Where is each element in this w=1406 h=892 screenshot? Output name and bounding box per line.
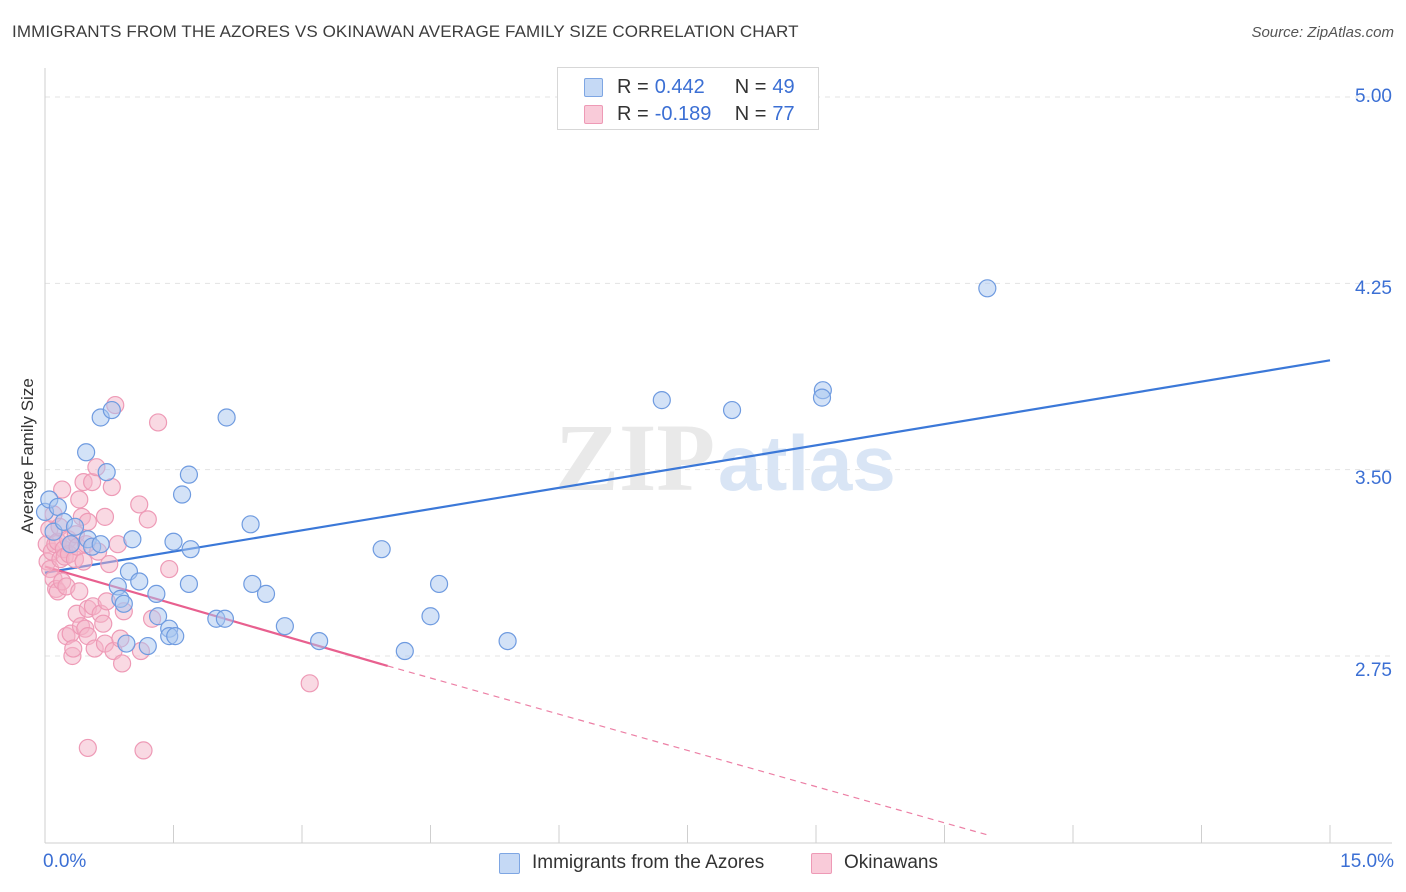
r-value: 0.442 [654,75,705,98]
okinawans-point [148,413,168,432]
y-tick-label: 2.75 [1355,660,1392,681]
azores-point [217,408,236,427]
legend-item-azores: Immigrants from the Azores [499,852,764,874]
n-value: 49 [772,75,795,98]
azores-point [166,627,185,646]
azores-point [395,641,414,661]
azores-point [421,607,440,626]
watermark-zip: ZIP [555,404,715,511]
azores-point [372,540,391,559]
n-label: N = [734,75,767,98]
y-axis-label: Average Family Size [18,378,37,534]
x-tick-label-max: 15.0% [1340,851,1394,872]
okinawans-point [160,559,179,579]
azores-point [310,631,329,651]
okinawans-point [300,674,319,693]
azores-point [722,400,742,420]
chart-title: IMMIGRANTS FROM THE AZORES VS OKINAWAN A… [12,22,799,41]
azores-point [275,617,294,636]
azores-point [181,540,200,559]
okinawans-point [70,490,89,509]
azores-point [241,515,260,534]
azores-swatch [499,852,520,874]
azores-point [429,574,449,594]
watermark: ZIP atlas [555,404,896,511]
legend-item-okinawans: Okinawans [811,852,938,874]
azores-point [164,532,183,551]
okinawans-point [74,552,93,571]
legend-label: Immigrants from the Azores [532,852,765,873]
azores-swatch [584,77,603,97]
y-tick-label: 4.25 [1355,278,1392,299]
okinawans-point [112,654,132,673]
azores-point [243,574,262,594]
azores-point [114,594,133,613]
azores-point [123,530,142,549]
azores-point [148,607,168,626]
legend-row-azores: R = 0.442 N = 49 [584,75,795,99]
n-value: 77 [772,102,795,125]
okinawans-point [138,510,157,529]
watermark-atlas: atlas [718,419,896,507]
okinawans-point [95,507,115,526]
okinawans-point [134,741,153,760]
okinawans-point [94,614,113,633]
okinawans-point [83,472,102,492]
azores-point [61,535,80,554]
azores-point [138,636,157,656]
azores-trend-line [44,359,1331,574]
azores-point [256,584,276,603]
series-legend: Immigrants from the Azores Okinawans [0,851,1406,879]
azores-point [179,574,199,594]
azores-point [179,465,199,484]
azores-point [172,485,192,504]
azores-point [102,400,121,420]
azores-point [652,391,671,410]
okinawans-point [100,554,119,574]
azores-point [65,517,85,536]
okinawans-point [53,480,72,499]
okinawans-swatch [811,852,832,874]
azores-point [117,634,136,653]
okinawans-trend-extension [387,665,988,836]
azores-points [35,279,997,661]
okinawans-point [78,738,97,758]
azores-point [147,584,166,603]
okinawans-point [64,639,83,658]
r-label: R = [617,102,649,125]
azores-point [77,443,96,462]
azores-point [498,631,517,651]
r-value: -0.189 [654,102,712,125]
azores-point [978,279,997,298]
grid-lines [45,96,1392,657]
okinawans-swatch [584,104,603,124]
x-tick-label-min: 0.0% [43,851,87,872]
azores-point [215,609,234,628]
okinawans-point [130,495,149,514]
y-tick-label: 3.50 [1355,468,1392,489]
azores-point [91,535,110,554]
axes [44,68,1392,844]
r-label: R = [617,75,649,98]
legend-label: Okinawans [844,852,938,873]
azores-point [812,388,832,407]
source-label: Source: ZipAtlas.com [1251,24,1394,41]
y-tick-label: 5.00 [1355,86,1392,107]
n-label: N = [734,102,767,125]
azores-point [130,572,149,591]
okinawans-point [70,582,89,601]
azores-point [97,463,116,482]
legend-row-okinawans: R = -0.189 N = 77 [584,102,795,126]
correlation-legend: R = 0.442 N = 49 R = -0.189 N = 77 [557,67,819,130]
